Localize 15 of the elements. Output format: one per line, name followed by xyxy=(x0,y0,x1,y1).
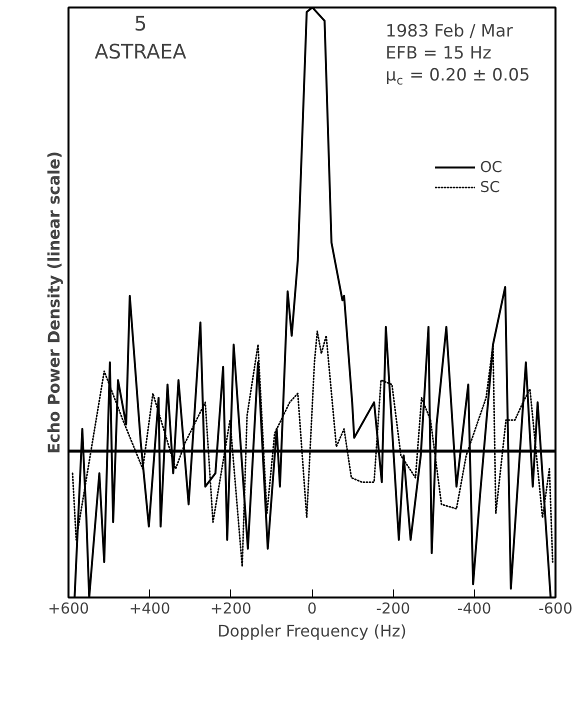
x-axis-title: Doppler Frequency (Hz) xyxy=(217,622,407,640)
x-tick-label: 0 xyxy=(307,600,317,618)
annotation: 1983 Feb / Mar xyxy=(386,22,513,42)
annotation: ASTRAEA xyxy=(94,40,187,64)
x-tick-label: +200 xyxy=(210,600,252,618)
legend-label: OC xyxy=(480,158,502,176)
y-axis-title: Echo Power Density (linear scale) xyxy=(44,151,64,454)
x-tick-label: -200 xyxy=(376,600,410,618)
x-tick-label: +400 xyxy=(129,600,170,618)
annotation: EFB = 15 Hz xyxy=(386,44,492,64)
x-tick-label: +600 xyxy=(48,600,90,618)
x-tick-label: -600 xyxy=(538,600,573,618)
annotation: 5 xyxy=(134,12,147,36)
x-tick-label: -400 xyxy=(457,600,492,618)
legend-label: SC xyxy=(480,178,500,196)
